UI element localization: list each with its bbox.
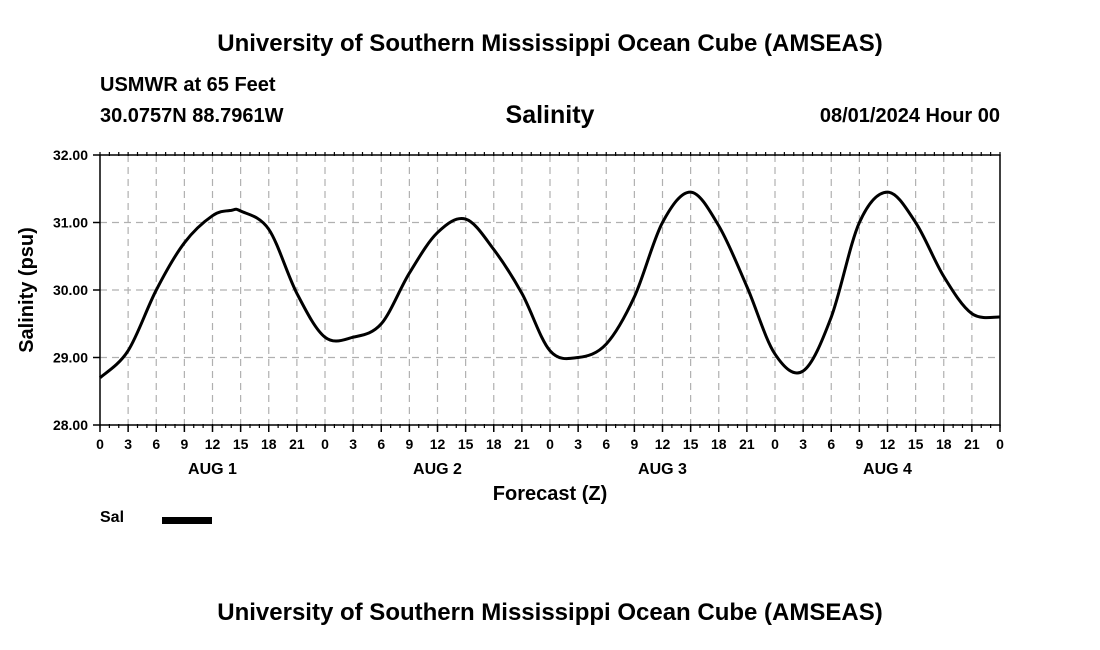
x-tick-label: 3 — [124, 436, 132, 452]
x-tick-label: 6 — [377, 436, 385, 452]
x-tick-label: 9 — [630, 436, 638, 452]
x-tick-label: 15 — [683, 436, 699, 452]
x-tick-label: 12 — [880, 436, 896, 452]
x-tick-label: 18 — [936, 436, 952, 452]
x-tick-label: 18 — [261, 436, 277, 452]
x-tick-label: 18 — [711, 436, 727, 452]
x-tick-label: 12 — [655, 436, 671, 452]
x-tick-label: 12 — [430, 436, 446, 452]
x-tick-label: 6 — [152, 436, 160, 452]
x-tick-label: 9 — [180, 436, 188, 452]
x-tick-label: 21 — [964, 436, 980, 452]
x-day-label: AUG 4 — [863, 461, 912, 478]
x-tick-label: 15 — [458, 436, 474, 452]
x-tick-label: 6 — [602, 436, 610, 452]
x-tick-label: 9 — [405, 436, 413, 452]
legend-label-sal: Sal — [100, 509, 125, 526]
x-axis-label: Forecast (Z) — [493, 483, 607, 505]
x-tick-label: 3 — [799, 436, 807, 452]
x-tick-label: 21 — [739, 436, 755, 452]
x-tick-label: 12 — [205, 436, 221, 452]
series-line-sal — [98, 190, 1001, 379]
y-tick-label: 32.00 — [53, 147, 88, 163]
x-tick-label: 3 — [574, 436, 582, 452]
station-label: USMWR at 65 Feet — [100, 74, 276, 96]
y-tick-label: 31.00 — [53, 215, 88, 231]
chart-title: Salinity — [505, 101, 595, 129]
x-tick-label: 21 — [514, 436, 530, 452]
x-tick-label: 0 — [996, 436, 1004, 452]
x-day-label: AUG 3 — [638, 461, 687, 478]
x-tick-label: 9 — [855, 436, 863, 452]
y-tick-label: 30.00 — [53, 282, 88, 298]
x-tick-label: 3 — [349, 436, 357, 452]
forecast-datetime: 08/01/2024 Hour 00 — [819, 105, 1000, 127]
x-tick-label: 0 — [546, 436, 554, 452]
x-tick-label: 15 — [908, 436, 924, 452]
plot-frame — [99, 154, 1001, 426]
x-tick-label: 15 — [233, 436, 249, 452]
footer-title: University of Southern Mississippi Ocean… — [217, 599, 883, 626]
x-tick-label: 0 — [96, 436, 104, 452]
x-tick-label: 0 — [321, 436, 329, 452]
x-day-label: AUG 1 — [188, 461, 237, 478]
x-day-label: AUG 2 — [413, 461, 462, 478]
x-tick-label: 6 — [827, 436, 835, 452]
x-tick-label: 0 — [771, 436, 779, 452]
y-tick-label: 29.00 — [53, 350, 88, 366]
x-tick-label: 18 — [486, 436, 502, 452]
station-coordinates: 30.0757N 88.7961W — [100, 105, 284, 127]
page-title: University of Southern Mississippi Ocean… — [217, 30, 883, 57]
legend-swatch-sal — [162, 517, 212, 524]
x-tick-label: 21 — [289, 436, 305, 452]
y-axis-label: Salinity (psu) — [16, 227, 38, 353]
y-tick-label: 28.00 — [53, 417, 88, 433]
